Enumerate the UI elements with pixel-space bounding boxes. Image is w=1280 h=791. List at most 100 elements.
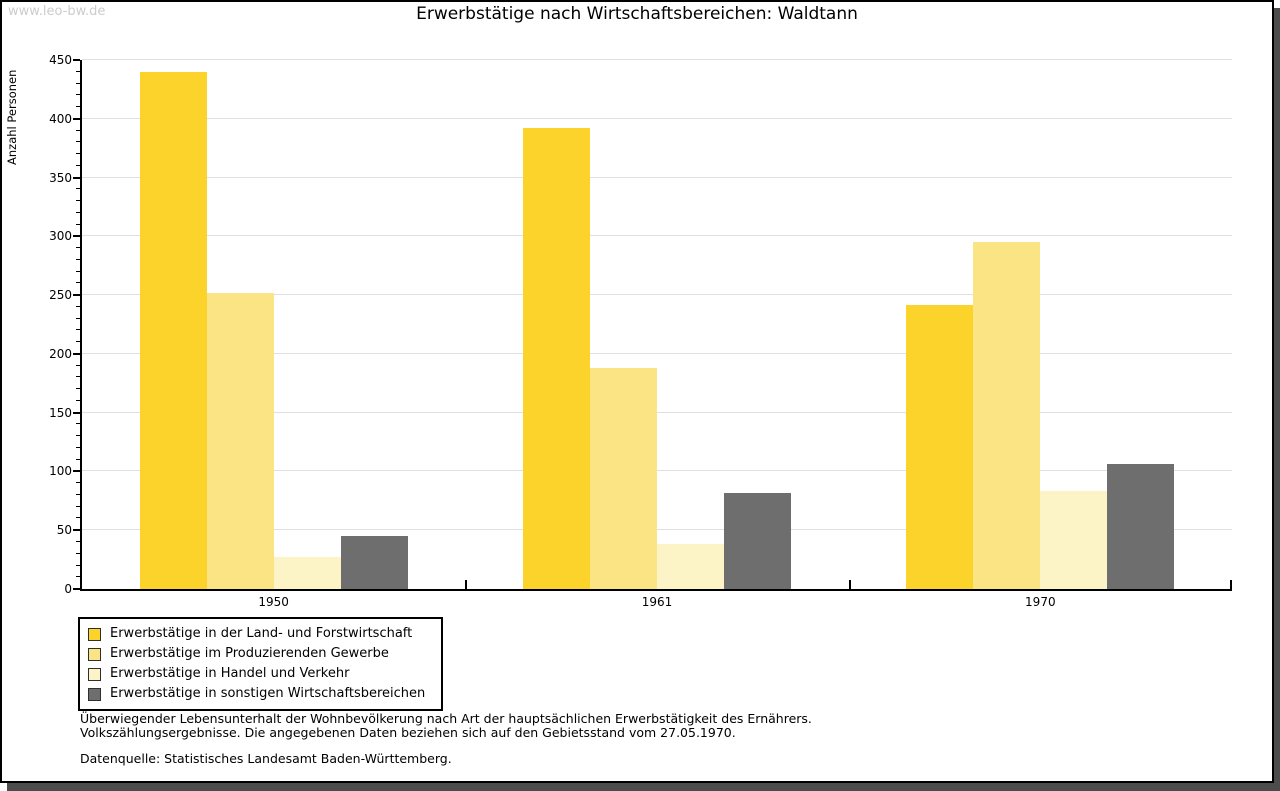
y-tick-minor (76, 517, 80, 519)
bar (273, 557, 341, 589)
y-tick-minor (76, 329, 80, 331)
gridline (82, 235, 1232, 237)
legend-swatch (88, 687, 101, 701)
y-tick-major (73, 352, 80, 355)
x-tick-label: 1950 (258, 595, 289, 609)
y-tick-minor (76, 282, 80, 284)
y-tick-minor (76, 317, 80, 319)
y-tick-label: 450 (49, 53, 72, 67)
gridline (82, 470, 1232, 472)
y-tick-minor (76, 540, 80, 542)
y-tick-minor (76, 341, 80, 343)
y-tick-minor (76, 305, 80, 307)
y-tick-minor (76, 164, 80, 166)
gridline (82, 176, 1232, 178)
y-tick-minor (76, 153, 80, 155)
y-tick-minor (76, 129, 80, 131)
bar (206, 293, 274, 589)
bar (139, 72, 207, 589)
data-source: Datenquelle: Statistisches Landesamt Bad… (80, 751, 452, 766)
y-tick-minor (76, 141, 80, 143)
y-tick-label: 400 (49, 111, 72, 126)
gridline (82, 294, 1232, 296)
y-tick-minor (76, 376, 80, 378)
bar (724, 493, 791, 589)
site-watermark: www.leo-bw.de (8, 4, 106, 19)
x-boundary-tick (848, 580, 851, 589)
y-tick-minor (76, 223, 80, 225)
legend-label: Erwerbstätige in sonstigen Wirtschaftsbe… (110, 686, 426, 701)
y-tick-minor (76, 388, 80, 390)
legend-label: Erwerbstätige in Handel und Verkehr (110, 666, 350, 681)
x-boundary-tick (465, 580, 468, 589)
y-tick-label: 300 (49, 229, 72, 244)
gridline (82, 59, 1232, 60)
y-tick-minor (76, 188, 80, 190)
y-tick-label: 150 (49, 405, 72, 420)
plot-area: 0 50 100 150 200 250 300 350 400 450 1950 1961 1970 (49, 54, 1232, 609)
y-tick-minor (76, 82, 80, 84)
legend-label: Erwerbstätige im Produzierenden Gewerbe (110, 646, 389, 661)
y-tick-major (73, 529, 80, 532)
legend-item: Erwerbstätige in sonstigen Wirtschaftsbe… (88, 684, 433, 704)
y-tick-label: 50 (56, 523, 72, 538)
legend-swatch (88, 647, 101, 661)
y-tick-major (73, 176, 80, 179)
legend-item: Erwerbstätige in Handel und Verkehr (88, 664, 433, 684)
y-tick-minor (76, 552, 80, 554)
y-tick-major (73, 235, 80, 238)
x-boundary-tick (1230, 580, 1232, 589)
y-tick-minor (76, 200, 80, 202)
bar (973, 242, 1041, 589)
legend: Erwerbstätige in der Land- und Forstwirt… (78, 617, 443, 711)
legend-swatch (88, 627, 101, 641)
chart-title: Erwerbstätige nach Wirtschaftsbereichen:… (416, 4, 858, 24)
y-tick-label: 250 (49, 288, 72, 303)
bar (590, 368, 657, 589)
y-tick-minor (76, 458, 80, 460)
y-tick-minor (76, 446, 80, 448)
footnote-line-2: Volkszählungsergebnisse. Die angegebenen… (80, 725, 736, 740)
y-axis-line (80, 60, 82, 591)
y-tick-minor (76, 106, 80, 108)
y-tick-minor (76, 211, 80, 213)
y-tick-major (73, 411, 80, 414)
y-tick-major (73, 470, 80, 473)
y-tick-minor (76, 399, 80, 401)
legend-swatch (88, 667, 101, 681)
y-tick-label: 350 (49, 170, 72, 185)
y-tick-label: 200 (49, 346, 72, 361)
y-tick-minor (76, 435, 80, 437)
x-axis-line (80, 589, 1232, 591)
y-tick-minor (76, 70, 80, 72)
legend-label: Erwerbstätige in der Land- und Forstwirt… (110, 626, 413, 641)
y-tick-major (73, 59, 80, 61)
y-axis-title: Anzahl Personen (5, 69, 19, 165)
y-tick-major (73, 588, 80, 590)
gridline (82, 117, 1232, 119)
y-tick-minor (76, 247, 80, 249)
bar (906, 305, 974, 589)
y-tick-label: 100 (49, 464, 72, 479)
y-tick-minor (76, 423, 80, 425)
y-tick-label: 0 (64, 582, 72, 596)
bar (340, 536, 408, 589)
y-tick-minor (76, 493, 80, 495)
y-tick-minor (76, 94, 80, 96)
footnote-line-1: Überwiegender Lebensunterhalt der Wohnbe… (80, 711, 812, 726)
gridline (82, 529, 1232, 531)
y-tick-minor (76, 258, 80, 260)
y-tick-minor (76, 364, 80, 366)
bar (1040, 491, 1108, 589)
y-tick-minor (76, 505, 80, 507)
y-tick-minor (76, 576, 80, 578)
y-tick-major (73, 117, 80, 120)
x-tick-label: 1961 (641, 595, 673, 609)
legend-item: Erwerbstätige in der Land- und Forstwirt… (88, 624, 433, 644)
gridline (82, 352, 1232, 354)
legend-item: Erwerbstätige im Produzierenden Gewerbe (88, 644, 433, 664)
bar (1107, 464, 1175, 589)
y-tick-major (73, 294, 80, 297)
y-tick-minor (76, 482, 80, 484)
